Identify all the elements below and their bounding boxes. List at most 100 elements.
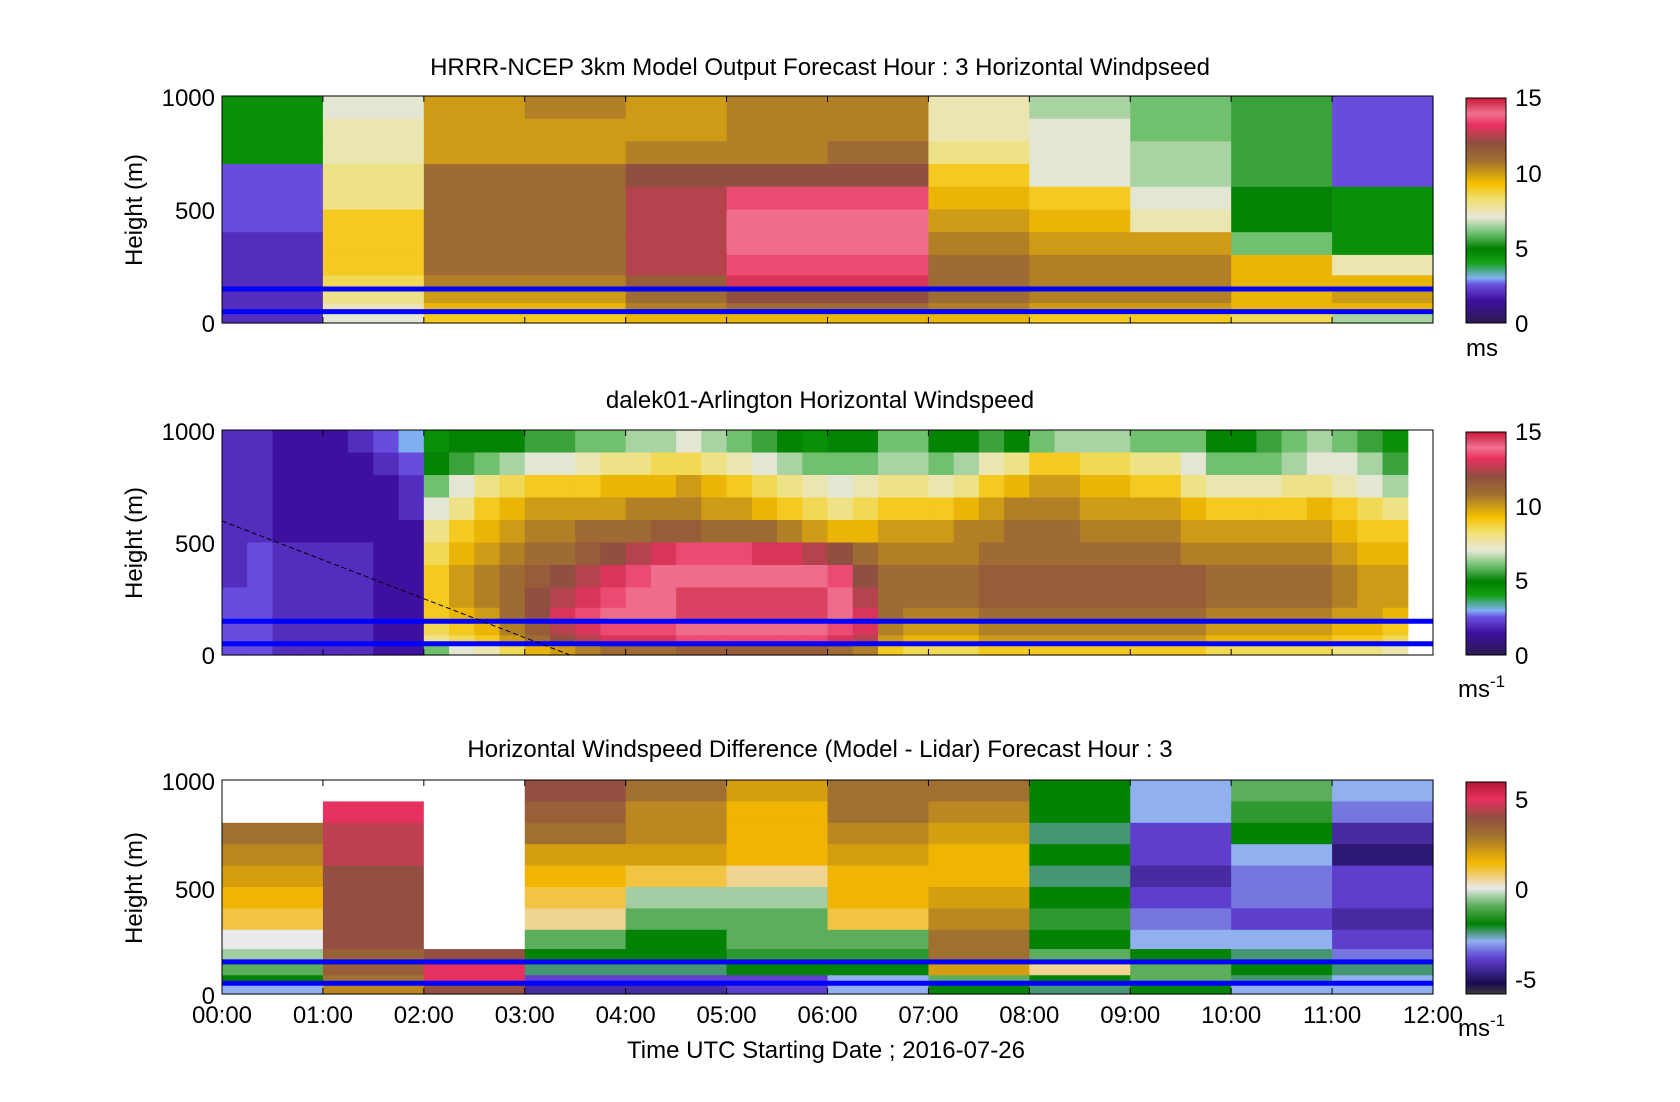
heatmap-cell xyxy=(1054,646,1081,656)
heatmap-cell xyxy=(1231,118,1333,142)
heatmap-cell xyxy=(928,865,1030,888)
heatmap-cell xyxy=(449,587,475,609)
heatmap-cell xyxy=(1332,254,1434,276)
heatmap-cell xyxy=(701,475,728,499)
heatmap-cell xyxy=(1231,96,1333,120)
heatmap-cell xyxy=(625,780,728,802)
heatmap-cell xyxy=(1205,475,1232,499)
heatmap-cell xyxy=(1029,313,1131,324)
panel-lidar-colorbar: 15 10 5 0 ms-1 xyxy=(1458,419,1542,703)
heatmap-cell xyxy=(222,542,248,566)
heatmap-cell xyxy=(398,646,425,656)
heatmap-cell xyxy=(524,975,627,987)
heatmap-cell xyxy=(777,635,803,647)
heatmap-cell xyxy=(827,313,930,324)
heatmap-cell xyxy=(1382,622,1409,636)
heatmap-cell xyxy=(1079,520,1106,544)
panel-lidar-title: dalek01-Arlington Horizontal Windspeed xyxy=(606,387,1034,414)
heatmap-cell xyxy=(1332,587,1358,609)
heatmap-cell xyxy=(1231,186,1333,211)
heatmap-cell xyxy=(348,497,374,521)
heatmap-cell xyxy=(449,520,475,544)
heatmap-cell xyxy=(852,565,879,589)
heatmap-cell xyxy=(322,141,425,165)
heatmap-cell xyxy=(802,452,829,476)
heatmap-cell xyxy=(827,929,930,950)
heatmap-cell xyxy=(524,96,627,120)
heatmap-cell xyxy=(1332,303,1434,315)
panel-model-y-ticks: 1000 500 0 xyxy=(162,85,215,338)
heatmap-cell xyxy=(650,565,677,589)
heatmap-cell xyxy=(247,430,274,454)
heatmap-cell xyxy=(1054,635,1081,647)
heatmap-cell xyxy=(1130,822,1232,845)
heatmap-cell xyxy=(449,565,475,589)
heatmap-cell xyxy=(1382,587,1409,609)
heatmap-cell xyxy=(423,186,526,211)
heatmap-cell xyxy=(1004,635,1030,647)
heatmap-cell xyxy=(575,542,602,566)
heatmap-cell xyxy=(247,542,274,566)
heatmap-cell xyxy=(1004,497,1030,521)
heatmap-cell xyxy=(222,822,324,845)
y-tick-label: 1000 xyxy=(162,85,215,112)
heatmap-cell xyxy=(1382,475,1409,499)
heatmap-cell xyxy=(1256,542,1283,566)
heatmap-cell xyxy=(348,565,374,589)
heatmap-cell xyxy=(1130,186,1232,211)
heatmap-cell xyxy=(322,865,425,888)
heatmap-cell xyxy=(1130,430,1157,454)
heatmap-cell xyxy=(625,801,728,824)
heatmap-cell xyxy=(1332,542,1358,566)
heatmap-cell xyxy=(600,452,627,476)
heatmap-cell xyxy=(322,303,425,315)
heatmap-cell xyxy=(827,844,930,867)
panel-model-colorbar-unit: ms xyxy=(1466,335,1498,362)
heatmap-cell xyxy=(499,452,526,476)
heatmap-cell xyxy=(650,635,677,647)
heatmap-cell xyxy=(1029,186,1131,211)
heatmap-cell xyxy=(676,542,702,566)
heatmap-cell xyxy=(1256,430,1283,454)
heatmap-cell xyxy=(1079,565,1106,589)
heatmap-cell xyxy=(1004,430,1030,454)
heatmap-cell xyxy=(1130,844,1232,867)
heatmap-cell xyxy=(1231,303,1333,315)
heatmap-cell xyxy=(549,520,576,544)
heatmap-cell xyxy=(1029,497,1056,521)
heatmap-cell xyxy=(423,963,526,976)
heatmap-cell xyxy=(1256,497,1283,521)
heatmap-cell xyxy=(322,985,425,995)
heatmap-cell xyxy=(625,963,728,976)
heatmap-cell xyxy=(701,497,728,521)
heatmap-cell xyxy=(247,622,274,636)
heatmap-cell xyxy=(650,542,677,566)
heatmap-cell xyxy=(1306,622,1333,636)
heatmap-cell xyxy=(877,520,904,544)
heatmap-cell xyxy=(625,209,728,233)
heatmap-cell xyxy=(524,254,627,276)
heatmap-cell xyxy=(222,975,324,987)
heatmap-cell xyxy=(1332,780,1434,802)
heatmap-cell xyxy=(852,542,879,566)
heatmap-cell xyxy=(1332,520,1358,544)
heatmap-cell xyxy=(777,475,803,499)
heatmap-cell xyxy=(222,887,324,909)
heatmap-cell xyxy=(1332,908,1434,931)
heatmap-cell xyxy=(1231,587,1257,609)
heatmap-cell xyxy=(423,844,526,867)
heatmap-cell xyxy=(625,290,728,304)
heatmap-cell xyxy=(1382,430,1409,454)
heatmap-cell xyxy=(1054,542,1081,566)
heatmap-cell xyxy=(1029,822,1131,845)
heatmap-cell xyxy=(449,646,475,656)
heatmap-cell xyxy=(1382,646,1409,656)
colorbar-tick-label: 15 xyxy=(1515,85,1542,112)
heatmap-cell xyxy=(549,622,576,636)
heatmap-cell xyxy=(373,622,400,636)
heatmap-cell xyxy=(1306,430,1333,454)
heatmap-cell xyxy=(777,520,803,544)
heatmap-cell xyxy=(322,118,425,142)
heatmap-cell xyxy=(1079,542,1106,566)
heatmap-cell xyxy=(524,635,551,647)
